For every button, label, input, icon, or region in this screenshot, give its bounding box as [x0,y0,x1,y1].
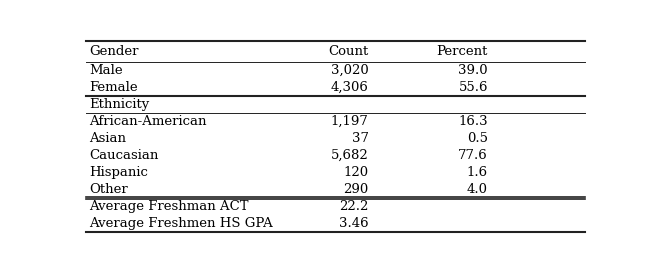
Text: Asian: Asian [90,132,126,145]
Text: 4.0: 4.0 [467,183,488,196]
Text: 37: 37 [352,132,369,145]
Text: 77.6: 77.6 [458,149,488,162]
Text: 16.3: 16.3 [458,115,488,128]
Text: Percent: Percent [437,45,488,58]
Text: 3.46: 3.46 [339,217,369,230]
Text: Average Freshmen HS GPA: Average Freshmen HS GPA [90,217,273,230]
Text: 5,682: 5,682 [331,149,369,162]
Text: 3,020: 3,020 [331,63,369,76]
Text: Male: Male [90,63,123,76]
Text: 120: 120 [344,166,369,179]
Text: Average Freshman ACT: Average Freshman ACT [90,200,249,213]
Text: 55.6: 55.6 [458,80,488,94]
Text: Caucasian: Caucasian [90,149,159,162]
Text: Gender: Gender [90,45,139,58]
Text: Ethnicity: Ethnicity [90,98,150,111]
Text: 1,197: 1,197 [331,115,369,128]
Text: Hispanic: Hispanic [90,166,149,179]
Text: African-American: African-American [90,115,207,128]
Text: 4,306: 4,306 [331,80,369,94]
Text: 22.2: 22.2 [339,200,369,213]
Text: 0.5: 0.5 [467,132,488,145]
Text: Female: Female [90,80,138,94]
Text: Count: Count [328,45,369,58]
Text: 39.0: 39.0 [458,63,488,76]
Text: 290: 290 [343,183,369,196]
Text: 1.6: 1.6 [467,166,488,179]
Text: Other: Other [90,183,128,196]
